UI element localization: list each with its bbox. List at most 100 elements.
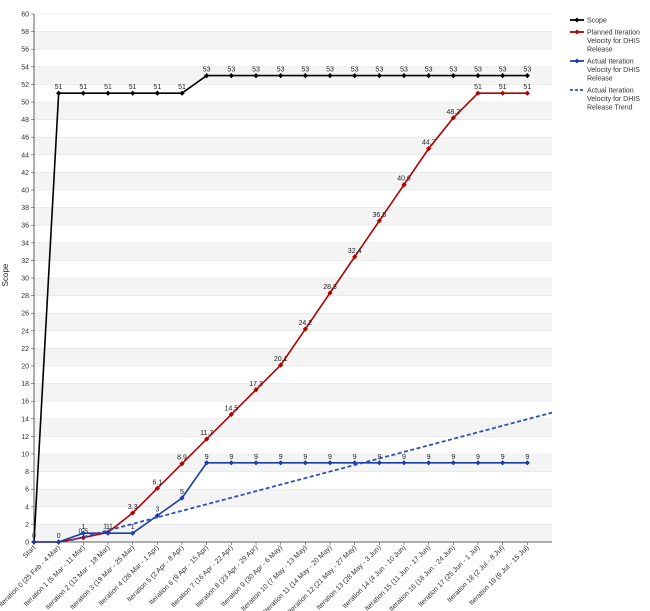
data-point xyxy=(327,73,333,79)
y-tick-label: 2 xyxy=(25,522,29,529)
y-tick-label: 44 xyxy=(21,152,29,159)
data-label: 53 xyxy=(400,67,408,74)
data-label: 51 xyxy=(499,84,507,91)
data-point xyxy=(204,436,210,442)
data-label: 9 xyxy=(303,454,307,461)
legend-item: Actual Iteration Velocity for DHIS Release… xyxy=(570,88,640,112)
grid-band xyxy=(34,348,552,366)
grid-band xyxy=(34,506,552,525)
data-point xyxy=(524,460,530,466)
data-point xyxy=(376,460,382,466)
data-point xyxy=(352,460,358,466)
data-label: 1.1 xyxy=(103,523,113,530)
grid-band xyxy=(34,137,552,155)
grid-band xyxy=(34,383,552,402)
data-point xyxy=(327,460,333,466)
y-tick-label: 10 xyxy=(21,452,29,459)
data-point xyxy=(376,218,382,224)
data-point xyxy=(302,326,308,332)
data-point xyxy=(204,460,210,466)
data-label: 5 xyxy=(180,489,184,496)
y-tick-label: 50 xyxy=(21,100,29,107)
data-label: 24.2 xyxy=(299,320,313,327)
legend-marker xyxy=(574,29,580,35)
data-point xyxy=(450,73,456,79)
data-label: 9 xyxy=(229,454,233,461)
data-point xyxy=(130,510,136,516)
grid-band xyxy=(34,313,552,331)
data-point xyxy=(278,73,284,79)
data-label: 9 xyxy=(501,454,505,461)
legend: Scope Planned Iteration Velocity for DHIS R… xyxy=(570,17,640,112)
data-label: 51 xyxy=(523,84,531,91)
y-tick-label: 56 xyxy=(21,47,29,54)
data-label: 53 xyxy=(277,67,285,74)
data-label: 51 xyxy=(129,84,137,91)
data-point xyxy=(253,387,259,393)
data-point xyxy=(80,90,86,96)
y-tick-label: 60 xyxy=(21,12,29,19)
data-label: 3 xyxy=(155,507,159,514)
data-label: 53 xyxy=(449,67,457,74)
data-point xyxy=(401,460,407,466)
data-label: 17.3 xyxy=(249,381,263,388)
data-point xyxy=(105,90,111,96)
data-label: 51 xyxy=(153,84,161,91)
data-label: 53 xyxy=(375,67,383,74)
data-label: 53 xyxy=(326,67,334,74)
data-label: 51 xyxy=(79,84,87,91)
data-label: 3.3 xyxy=(128,504,138,511)
legend-label: Planned Iteration Velocity for DHIS Releas… xyxy=(587,30,640,54)
data-label: 51 xyxy=(55,84,63,91)
y-tick-label: 46 xyxy=(21,135,29,142)
data-label: 53 xyxy=(203,67,211,74)
grid-band xyxy=(34,225,552,243)
data-label: 9 xyxy=(254,454,258,461)
y-tick-label: 8 xyxy=(25,469,29,476)
data-label: 0 xyxy=(32,533,36,540)
data-label: 53 xyxy=(252,67,260,74)
y-tick-label: 52 xyxy=(21,82,29,89)
grid-band xyxy=(34,524,552,542)
data-label: 36.5 xyxy=(373,212,387,219)
y-tick-label: 36 xyxy=(21,223,29,230)
y-tick-label: 4 xyxy=(25,504,29,511)
data-point xyxy=(450,460,456,466)
data-point xyxy=(327,290,333,296)
data-label: 1 xyxy=(81,524,85,531)
y-tick-label: 54 xyxy=(21,64,29,71)
data-point xyxy=(401,73,407,79)
data-point xyxy=(278,362,284,368)
grid-band xyxy=(34,154,552,173)
y-tick-label: 42 xyxy=(21,170,29,177)
grid-band xyxy=(34,242,552,261)
data-point xyxy=(56,539,62,545)
data-point xyxy=(352,254,358,260)
data-point xyxy=(500,73,506,79)
data-label: 53 xyxy=(351,67,359,74)
data-label: 8.9 xyxy=(177,455,187,462)
data-point xyxy=(204,73,210,79)
grid-band xyxy=(34,295,552,314)
data-point xyxy=(179,461,185,467)
data-label: 51 xyxy=(178,84,186,91)
legend-marker xyxy=(574,17,580,23)
data-point xyxy=(500,460,506,466)
data-label: 28.3 xyxy=(323,284,337,291)
data-point xyxy=(228,411,234,417)
data-point xyxy=(524,73,530,79)
data-label: 48.2 xyxy=(447,109,461,116)
data-label: 9 xyxy=(476,454,480,461)
grid-band xyxy=(34,207,552,226)
grid-band xyxy=(34,436,552,454)
series-1: 00.51.13.36.18.911.714.517.320.124.228.3… xyxy=(31,84,531,545)
data-point xyxy=(154,513,160,519)
data-point xyxy=(475,460,481,466)
data-label: 9 xyxy=(525,454,529,461)
data-label: 1 xyxy=(106,524,110,531)
series-2: 1 1 1 3 5 9 9 9 9 9 9 9 9 9 9 9 9 9 9 xyxy=(31,454,530,545)
y-tick-label: 48 xyxy=(21,117,29,124)
